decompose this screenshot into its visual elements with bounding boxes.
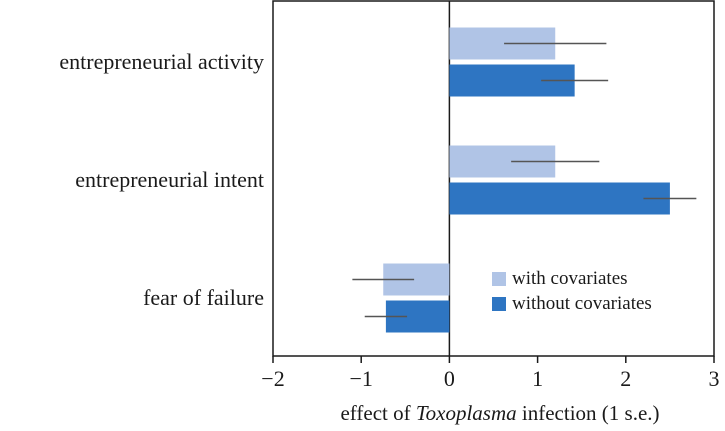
y-tick-label-entrepreneurial-activity: entrepreneurial activity	[59, 49, 264, 74]
x-axis-label-prefix: effect of	[340, 401, 415, 425]
plot-frame	[272, 0, 715, 357]
x-tick-label: 0	[444, 366, 455, 391]
x-axis-label-suffix: infection (1 s.e.)	[517, 401, 660, 425]
y-axis: entrepreneurial activity entrepreneurial …	[59, 49, 264, 310]
x-tick-label: 3	[709, 366, 720, 391]
y-tick-label-fear-of-failure: fear of failure	[143, 285, 264, 310]
legend-label-without-covariates: without covariates	[512, 293, 652, 314]
error-bars-layer	[352, 42, 697, 318]
x-tick-label: −2	[261, 366, 284, 391]
legend-swatch-with-covariates	[492, 272, 506, 286]
x-tick-label: −1	[349, 366, 372, 391]
legend-swatch-without-covariates	[492, 297, 506, 311]
x-axis-label: effect of Toxoplasma infection (1 s.e.)	[340, 401, 659, 425]
bar-entrepreneurial-intent-without-covariates	[449, 182, 670, 215]
legend: with covariates without covariates	[492, 268, 652, 314]
y-tick-label-entrepreneurial-intent: entrepreneurial intent	[75, 167, 264, 192]
x-tick-label: 1	[532, 366, 543, 391]
x-axis: −2 −1 0 1 2 3	[261, 356, 720, 391]
x-axis-label-italic: Toxoplasma	[416, 401, 517, 425]
legend-label-with-covariates: with covariates	[512, 268, 628, 289]
x-tick-label: 2	[620, 366, 631, 391]
bars-layer	[383, 27, 670, 333]
